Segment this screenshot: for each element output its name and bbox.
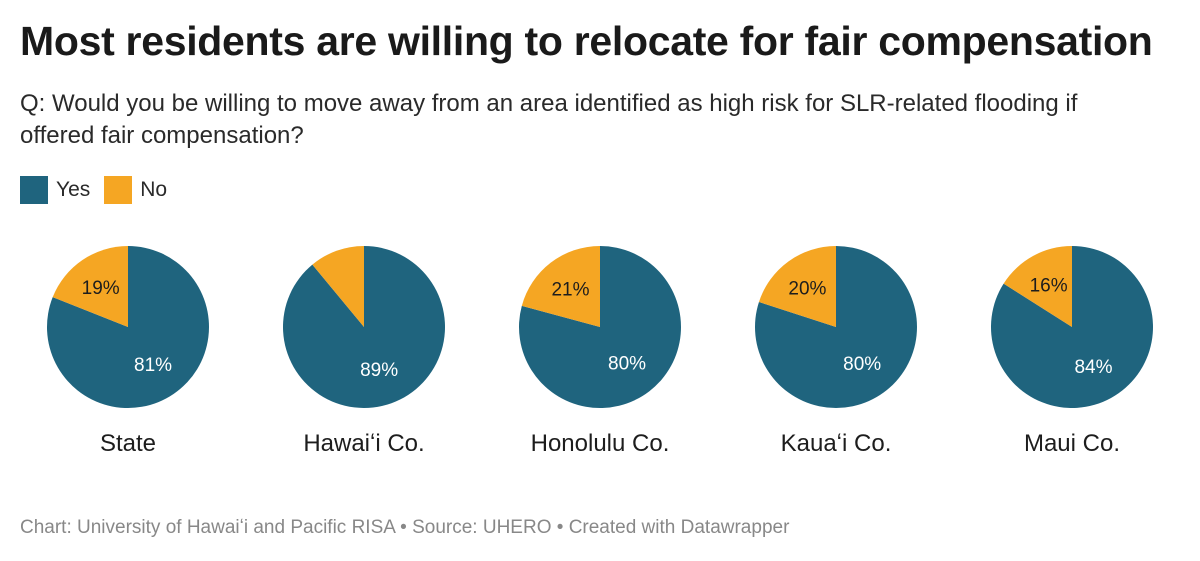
pie-kaua-i-co: 80% 20% Kauaʻi Co. [755, 246, 917, 457]
data-label-no-honolulu-co: 21% [551, 279, 589, 300]
footer-source: Source: UHERO [412, 517, 552, 538]
data-label-no-state: 19% [82, 278, 120, 299]
pie-honolulu-co: 80% 21% Honolulu Co. [519, 246, 681, 457]
pie-slice-no-maui-co [1003, 246, 1072, 327]
legend-item-no: No [104, 176, 167, 204]
legend-label-yes: Yes [56, 178, 91, 201]
pie-state: 81% 19% State [47, 246, 209, 457]
footer-separator: • [551, 517, 569, 538]
footer-chart-credit: Chart: University of Hawaiʻi and Pacific… [20, 517, 395, 538]
legend: Yes No [20, 176, 181, 204]
data-label-yes-honolulu-co: 80% [608, 353, 646, 374]
pie-name-kaua-i-co: Kauaʻi Co. [781, 430, 892, 457]
data-label-no-maui-co: 16% [1030, 275, 1068, 296]
data-label-yes-kaua-i-co: 80% [843, 354, 881, 375]
pie-name-honolulu-co: Honolulu Co. [531, 430, 670, 457]
data-label-yes-state: 81% [134, 355, 172, 376]
pie-slice-no-kaua-i-co [758, 246, 836, 327]
pie-slice-no-hawai-i-co [312, 246, 364, 327]
pie-slice-yes-hawai-i-co [282, 246, 445, 408]
legend-swatch-yes [20, 176, 48, 204]
pie-charts: 81% 19% State 89% Hawaiʻi Co. 80% 21% Honolulu … [47, 246, 1154, 457]
pie-maui-co: 84% 16% Maui Co. [990, 246, 1154, 457]
data-label-yes-maui-co: 84% [1074, 357, 1112, 378]
legend-label-no: No [140, 178, 168, 201]
chart-subtitle: Q: Would you be willing to move away fro… [20, 90, 1078, 149]
pie-slice-no-state [52, 246, 128, 327]
chart-footer: Chart: University of Hawaiʻi and Pacific… [20, 517, 789, 539]
pie-name-maui-co: Maui Co. [1024, 430, 1120, 457]
legend-swatch-no [104, 176, 133, 204]
pie-slice-no-honolulu-co [521, 246, 600, 327]
chart-title: Most residents are willing to relocate f… [20, 18, 1153, 64]
legend-item-yes: Yes [20, 176, 90, 204]
pie-hawai-i-co: 89% Hawaiʻi Co. [282, 246, 445, 457]
footer-separator: • [394, 517, 413, 538]
data-label-no-kaua-i-co: 20% [788, 279, 826, 300]
footer-created-with: Created with Datawrapper [568, 517, 790, 538]
data-label-yes-hawai-i-co: 89% [360, 360, 398, 381]
pie-name-state: State [100, 430, 156, 457]
pie-name-hawai-i-co: Hawaiʻi Co. [303, 430, 424, 457]
